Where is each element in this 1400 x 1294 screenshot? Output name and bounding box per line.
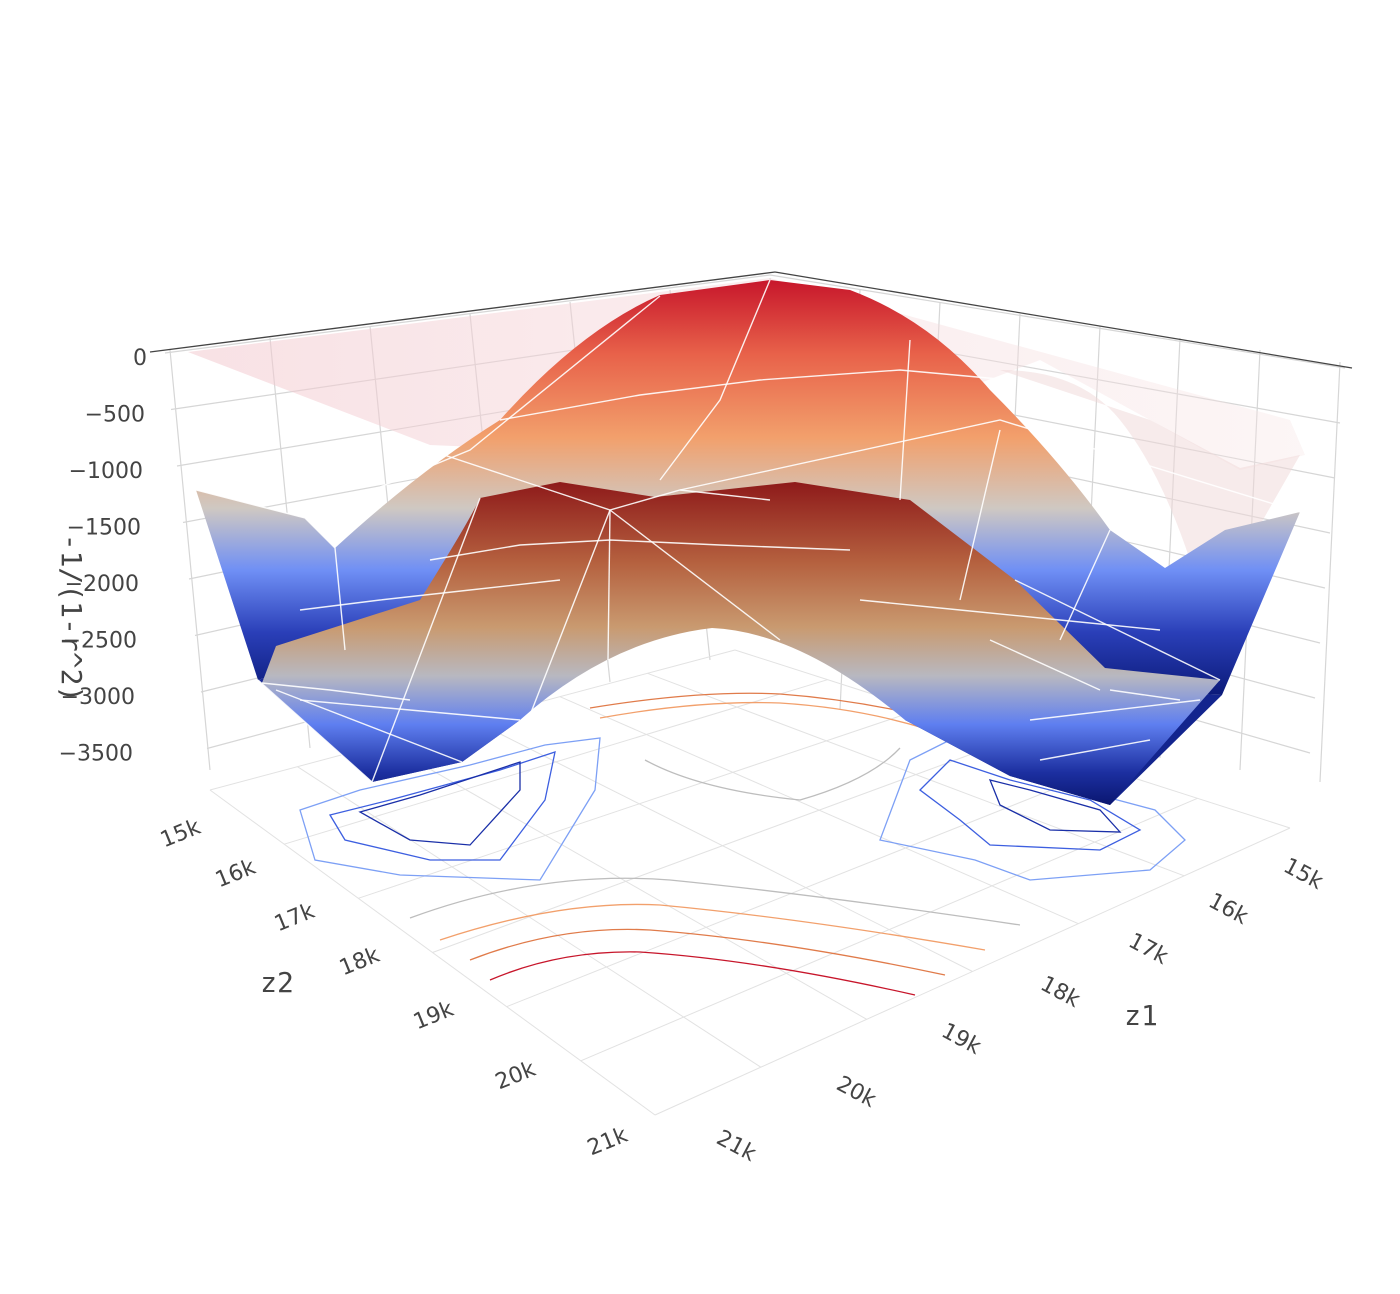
surface-wireframe-line [499,369,1011,421]
floor-grid-line [647,672,1185,877]
lower-surface [262,482,1220,805]
z-grid-line [164,274,771,354]
y-tick-label: 21k [584,1123,631,1162]
floor-grid-line [472,719,973,972]
contour-line [409,877,1021,926]
z-tick-label: −1000 [69,459,143,484]
surface-wireframe-line [1059,529,1111,641]
surface-wireframe-line [1109,689,1181,701]
surface-wireframe-line [299,699,521,721]
z-grid-line [769,274,1346,369]
wall-grid-line [1319,361,1341,783]
x-tick-label: 16k [1204,889,1252,930]
contour-line [589,692,941,721]
surface-wireframe-line [607,509,611,661]
floor-contours [299,692,1186,996]
surface-wireframe-line [419,446,771,511]
y-tick-label: 20k [492,1057,539,1096]
x-tick-label: 19k [937,1019,985,1060]
surface-wireframe-line [679,419,1301,513]
y-tick-label: 16k [212,855,259,894]
surface-wireframe-line [1014,579,1221,681]
surface-wireframe-line [195,489,346,651]
surface-wireframe-line [859,599,1161,631]
contour-line [988,779,1122,833]
surface-wireframe-line [429,539,851,561]
surface-wireframe-line [1029,699,1201,721]
contour-line [358,761,521,846]
floor-grid-line [580,797,1198,1062]
contour-line [328,751,556,861]
axis-line [149,271,776,353]
z-tick-label: −2000 [65,572,139,597]
surface-wireframe-line [257,679,373,783]
surface-wireframe-line [1039,739,1151,761]
surface-wireframe-line [659,279,771,481]
surfaces [188,278,1305,805]
y-axis-title: z2 [260,966,294,999]
surface-wireframe-line [609,509,781,641]
z-tick-label: −3000 [61,685,135,710]
z-tick-label: −2500 [63,629,137,654]
x-tick-label: 20k [832,1072,880,1113]
contour-line [469,928,946,976]
contour-line [489,951,916,996]
x-tick-label: 17k [1124,929,1172,970]
z-tick-label: 0 [133,346,147,371]
surface-wireframe-line [899,339,911,501]
surface-wireframe-line [261,682,411,701]
z-axis-title: -1/(1-r^2) [55,534,88,703]
z-tick-label: −3500 [59,742,133,767]
contour-line [599,701,931,731]
y-tick-label: 17k [271,899,318,938]
z-tick-label: −1500 [67,516,141,541]
surface-wireframe-line [275,689,463,763]
z-tick-label: −500 [85,403,145,428]
contour-line [644,747,901,801]
surface-wireframe-line [304,295,661,519]
x-axis-title: z1 [1124,999,1158,1032]
surface-wireframe-line [989,639,1101,691]
y-tick-label: 19k [410,997,457,1036]
y-tick-label: 18k [336,943,383,982]
contour-line [439,903,986,951]
y-tick-label: 15k [157,815,204,854]
surface-wireframe-line [299,579,561,611]
floor-grid-line [654,827,1291,1116]
x-tick-label: 15k [1279,854,1327,895]
wall-grid-line [169,349,211,771]
surface-wireframe-line [959,429,1001,601]
contour-line [879,739,1186,881]
x-tick-label: 21k [712,1126,760,1167]
axis-line [774,271,1353,369]
surface-wireframe-line [529,509,611,716]
contour-line [919,759,1142,851]
contour-line [299,737,601,881]
x-tick-label: 18k [1036,972,1084,1013]
